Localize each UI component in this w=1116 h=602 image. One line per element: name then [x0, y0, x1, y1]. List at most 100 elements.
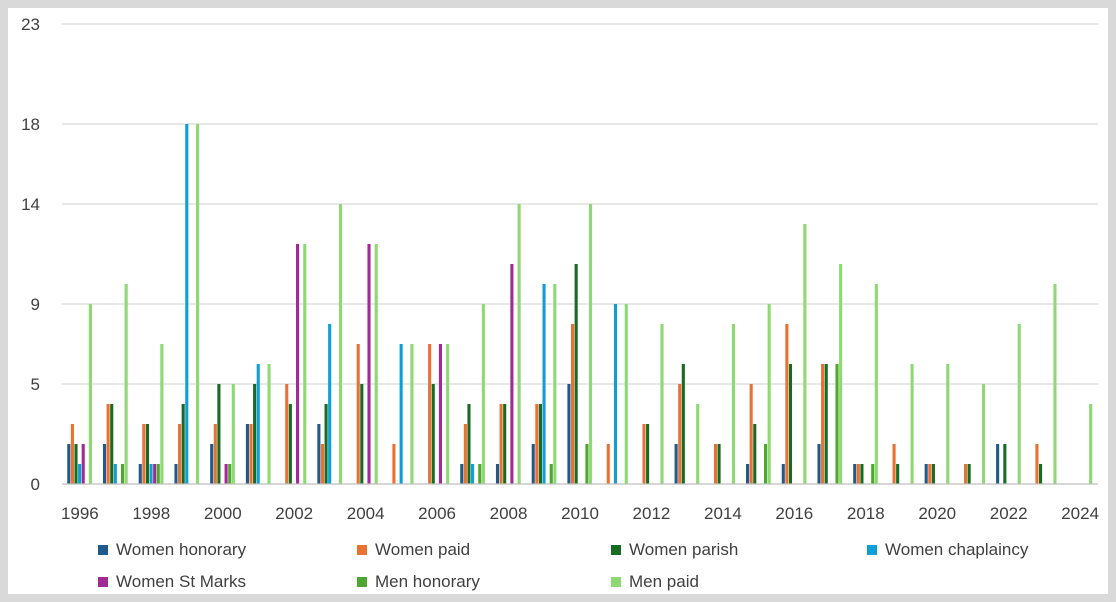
- bar: [785, 324, 789, 484]
- bar: [399, 344, 403, 484]
- x-tick-label: 2014: [704, 504, 742, 523]
- bar: [410, 344, 414, 484]
- legend-item: Women honorary: [98, 540, 247, 559]
- legend-label: Women honorary: [116, 540, 247, 559]
- bar: [946, 364, 950, 484]
- y-tick-label: 0: [31, 475, 40, 494]
- legend-swatch: [611, 545, 621, 555]
- legend-swatch: [867, 545, 877, 555]
- x-tick-label: 2012: [633, 504, 671, 523]
- legend-swatch: [98, 545, 108, 555]
- bar: [224, 464, 228, 484]
- bar: [499, 404, 503, 484]
- bar: [360, 384, 364, 484]
- bar: [1035, 444, 1039, 484]
- x-tick-label: 2022: [990, 504, 1028, 523]
- bar: [213, 424, 217, 484]
- bar: [549, 464, 553, 484]
- x-tick-label: 2008: [490, 504, 528, 523]
- x-tick-label: 2002: [275, 504, 313, 523]
- bar: [538, 404, 542, 484]
- legend-item: Men paid: [611, 572, 699, 591]
- bar: [767, 304, 771, 484]
- bar: [613, 304, 618, 484]
- bar: [74, 444, 78, 484]
- legend-swatch: [357, 545, 367, 555]
- bar: [910, 364, 914, 484]
- bar: [817, 444, 821, 484]
- bar: [646, 424, 650, 484]
- bar: [874, 284, 878, 484]
- bar: [156, 464, 160, 484]
- bar: [713, 444, 717, 484]
- bar: [160, 344, 164, 484]
- bar: [124, 284, 128, 484]
- bar: [110, 404, 114, 484]
- bar: [803, 224, 807, 484]
- bar: [324, 404, 328, 484]
- bar: [835, 364, 839, 484]
- bar: [181, 404, 185, 484]
- x-tick-label: 2010: [561, 504, 599, 523]
- bar: [571, 324, 575, 484]
- legend-label: Men paid: [629, 572, 699, 591]
- legend-label: Women parish: [629, 540, 738, 559]
- bar: [996, 444, 1000, 484]
- bar: [574, 264, 578, 484]
- bar: [478, 464, 482, 484]
- bar: [303, 244, 307, 484]
- bar: [153, 464, 157, 484]
- bar: [856, 464, 860, 484]
- bar: [871, 464, 875, 484]
- x-tick-label: 2018: [847, 504, 885, 523]
- bar: [463, 424, 467, 484]
- bar: [67, 444, 71, 484]
- legend-label: Women paid: [375, 540, 470, 559]
- bar: [517, 204, 521, 484]
- bar: [231, 384, 235, 484]
- bar: [288, 404, 292, 484]
- bar: [196, 124, 200, 484]
- bar: [178, 424, 182, 484]
- y-tick-label: 23: [21, 15, 40, 34]
- bar: [510, 264, 514, 484]
- bar: [542, 284, 546, 484]
- x-tick-label: 2024: [1061, 504, 1099, 523]
- bar: [1053, 284, 1057, 484]
- bar: [896, 464, 900, 484]
- bar: [821, 364, 825, 484]
- bar: [567, 384, 571, 484]
- bar: [102, 444, 107, 484]
- x-tick-label: 2020: [918, 504, 956, 523]
- bar: [1039, 464, 1043, 484]
- bar: [245, 424, 249, 484]
- bar: [589, 204, 593, 484]
- bar: [928, 464, 932, 484]
- bar: [296, 244, 300, 484]
- bar: [446, 344, 450, 484]
- bar: [113, 464, 117, 484]
- bar: [731, 324, 735, 484]
- bars: [67, 124, 1093, 484]
- bar: [839, 264, 843, 484]
- bar: [367, 244, 371, 484]
- bar: [81, 444, 85, 484]
- bar: [145, 424, 150, 484]
- legend-swatch: [611, 577, 621, 587]
- bar: [781, 464, 785, 484]
- y-tick-label: 5: [31, 375, 40, 394]
- bar: [328, 324, 332, 484]
- bar: [70, 424, 74, 484]
- x-tick-label: 2000: [204, 504, 242, 523]
- bar: [1003, 444, 1007, 484]
- bar: [1017, 324, 1021, 484]
- bar: [320, 444, 325, 484]
- legend-label: Men honorary: [375, 572, 480, 591]
- bar: [749, 384, 753, 484]
- x-tick-label: 1998: [132, 504, 170, 523]
- bar: [696, 404, 700, 484]
- legend-label: Women chaplaincy: [885, 540, 1029, 559]
- bar: [467, 404, 471, 484]
- bar: [853, 464, 857, 484]
- legend-swatch: [357, 577, 367, 587]
